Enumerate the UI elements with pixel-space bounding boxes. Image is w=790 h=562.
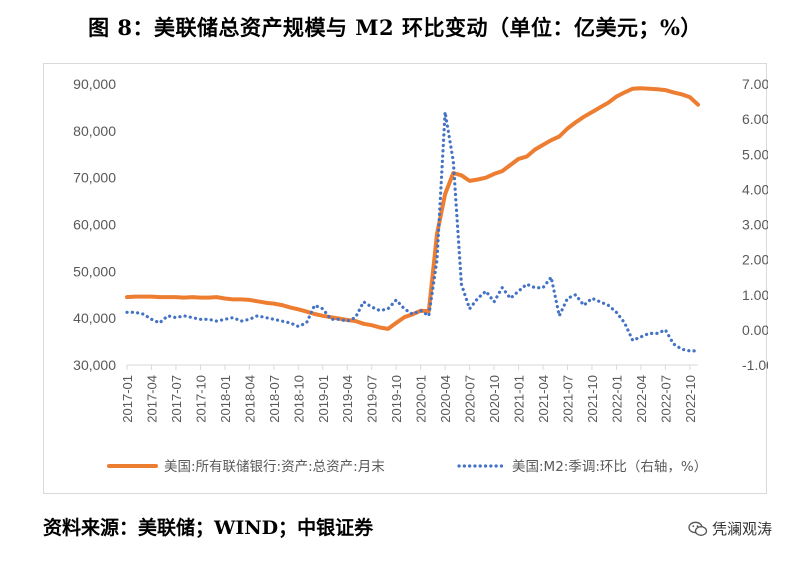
x-tick-label: 2021-04	[536, 375, 551, 423]
x-tick-label: 2019-04	[340, 375, 355, 423]
y-left-tick-label: 60,000	[73, 217, 116, 233]
x-tick-label: 2017-10	[193, 375, 208, 423]
x-tick-label: 2018-10	[291, 375, 306, 423]
figure-title: 图 8：美联储总资产规模与 M2 环比变动（单位：亿美元；%）	[88, 15, 702, 40]
x-tick-label: 2020-10	[487, 375, 502, 423]
x-tick-label: 2020-04	[438, 375, 453, 423]
x-tick-label: 2018-04	[242, 375, 257, 423]
y-left-tick-label: 70,000	[73, 170, 116, 186]
wechat-icon	[688, 521, 708, 536]
series-line-m2-mom	[125, 110, 700, 353]
x-tick-label: 2018-07	[267, 375, 282, 423]
x-tick-label: 2019-07	[365, 375, 380, 423]
x-tick-label: 2021-10	[585, 375, 600, 423]
y-right-tick-label: 2.00	[742, 252, 768, 268]
x-tick-label: 2019-01	[316, 375, 331, 423]
x-tick-label: 2017-04	[144, 375, 159, 423]
y-right-tick-label: 7.00	[742, 76, 768, 92]
y-left-tick-label: 50,000	[73, 263, 116, 279]
y-left-tick-label: 80,000	[73, 123, 116, 139]
dual-axis-line-chart: 30,000 40,000 50,000 60,000 70,000 80,000 90,0…	[73, 76, 768, 475]
legend-label-m2-mom: 美国:M2:季调:环比（右轴，%）	[512, 459, 707, 475]
legend-label-fed-total-assets: 美国:所有联储银行:资产:总资产:月末	[164, 459, 385, 475]
y-left-tick-label: 30,000	[73, 357, 116, 373]
x-tick-label: 2020-07	[463, 375, 478, 423]
y-right-tick-label: 4.00	[742, 181, 768, 197]
chart-area: 30,000 40,000 50,000 60,000 70,000 80,000 90,0…	[43, 63, 768, 494]
x-tick-label: 2020-01	[414, 375, 429, 423]
x-tick-label: 2022-10	[683, 375, 698, 423]
x-tick-label: 2018-01	[218, 375, 233, 423]
y-right-tick-label: -1.00	[742, 357, 768, 373]
y-left-tick-label: 90,000	[73, 76, 116, 92]
y-right-tick-label: 0.00	[742, 322, 768, 338]
series-line-fed-total-assets	[125, 86, 700, 331]
watermark: 凭澜观涛	[688, 518, 772, 539]
y-left-tick-label: 40,000	[73, 310, 116, 326]
x-tick-label: 2017-07	[169, 375, 184, 423]
x-tick-label: 2019-10	[389, 375, 404, 423]
x-tick-label: 2022-04	[634, 375, 649, 423]
y-right-tick-label: 6.00	[742, 111, 768, 127]
x-tick-label: 2022-07	[658, 375, 673, 423]
source-note: 资料来源：美联储；WIND；中银证券	[43, 517, 374, 539]
x-tick-label: 2021-01	[512, 375, 527, 423]
y-right-tick-label: 5.00	[742, 146, 768, 162]
y-right-tick-label: 3.00	[742, 217, 768, 233]
x-tick-label: 2017-01	[120, 375, 135, 423]
y-right-tick-label: 1.00	[742, 287, 768, 303]
watermark-text: 凭澜观涛	[711, 520, 772, 538]
x-tick-label: 2021-07	[560, 375, 575, 423]
x-tick-label: 2022-01	[609, 375, 624, 423]
